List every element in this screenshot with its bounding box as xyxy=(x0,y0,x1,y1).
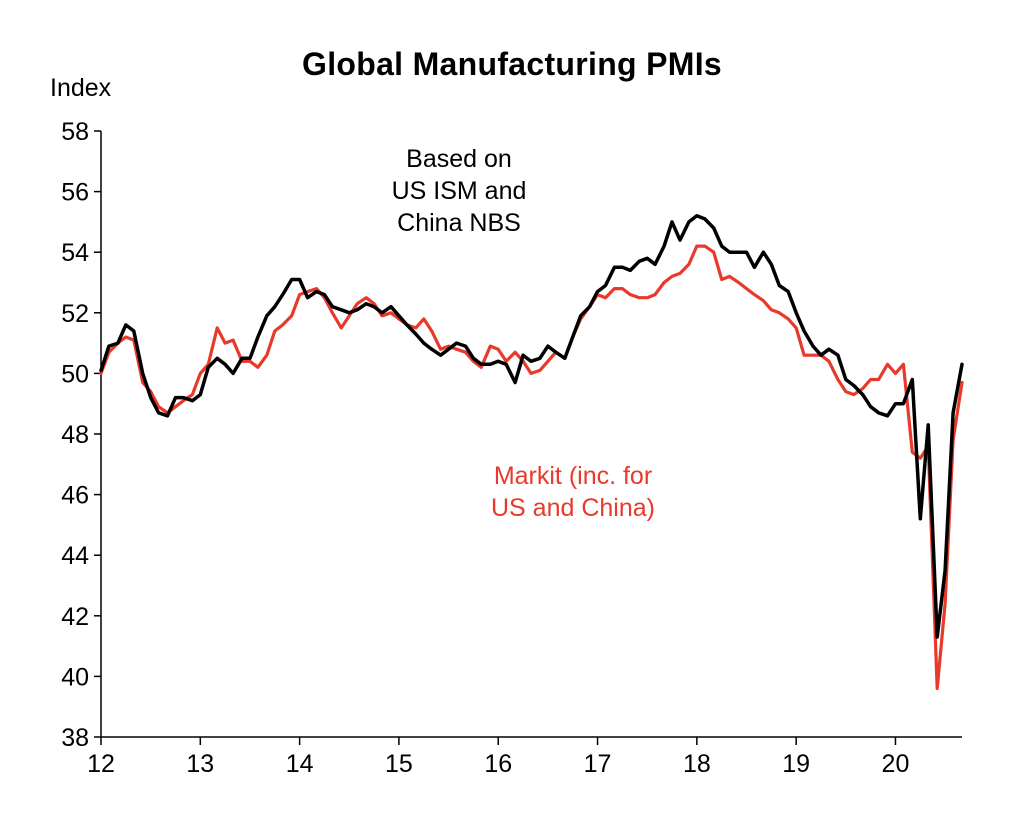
x-tick-label: 18 xyxy=(683,750,711,778)
y-tick-label: 56 xyxy=(61,179,89,207)
annotation-line: China NBS xyxy=(397,209,521,237)
x-tick-label: 17 xyxy=(584,750,612,778)
x-tick-label: 15 xyxy=(385,750,413,778)
x-tick-label: 14 xyxy=(286,750,314,778)
y-tick-label: 42 xyxy=(61,603,89,631)
annotation-ism-nbs: Based on US ISM and China NBS xyxy=(392,145,527,237)
annotation-line: US ISM and xyxy=(392,177,527,205)
y-tick-label: 44 xyxy=(61,542,89,570)
x-tick-label: 16 xyxy=(484,750,512,778)
annotation-markit: Markit (inc. for US and China) xyxy=(491,462,655,522)
y-axis-label: Index xyxy=(50,74,112,102)
series-line-ism-nbs xyxy=(99,214,964,639)
chart-title: Global Manufacturing PMIs xyxy=(302,46,722,82)
y-tick-label: 40 xyxy=(61,663,89,691)
x-tick-label: 20 xyxy=(882,750,910,778)
series-line-markit xyxy=(99,244,964,691)
x-tick-label: 19 xyxy=(782,750,810,778)
y-tick-label: 58 xyxy=(61,118,89,146)
y-tick-label: 48 xyxy=(61,421,89,449)
annotation-line: Markit (inc. for xyxy=(494,462,652,490)
chart-series xyxy=(99,214,964,691)
y-tick-label: 52 xyxy=(61,300,89,328)
annotation-line: US and China) xyxy=(491,494,655,522)
annotation-line: Based on xyxy=(406,145,512,173)
x-tick-label: 12 xyxy=(87,750,115,778)
chart-annotations: Based on US ISM and China NBS Markit (inc. … xyxy=(392,145,655,522)
y-tick-label: 46 xyxy=(61,482,89,510)
x-tick-label: 13 xyxy=(186,750,214,778)
y-tick-label: 38 xyxy=(61,724,89,752)
chart-axes: 38 40 42 44 46 48 50 52 54 56 58 12 13 14 15 16 17 18 19 20 xyxy=(61,118,962,778)
y-tick-label: 50 xyxy=(61,360,89,388)
y-tick-label: 54 xyxy=(61,239,89,267)
